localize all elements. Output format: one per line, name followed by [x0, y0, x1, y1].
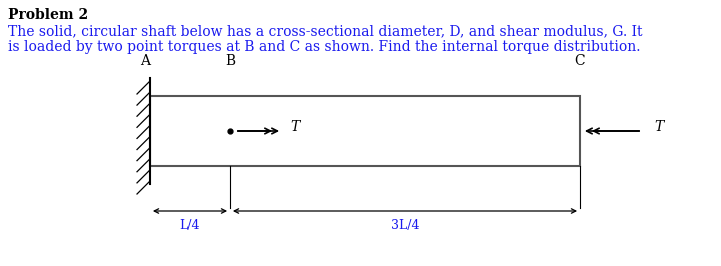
Text: T: T: [290, 120, 299, 134]
Text: 3L/4: 3L/4: [391, 219, 419, 232]
Text: T: T: [654, 120, 663, 134]
Text: Problem 2: Problem 2: [8, 8, 88, 22]
Text: L/4: L/4: [180, 219, 200, 232]
Text: A: A: [140, 54, 150, 68]
Text: is loaded by two point torques at B and C as shown. Find the internal torque dis: is loaded by two point torques at B and …: [8, 40, 640, 54]
Text: C: C: [575, 54, 585, 68]
Bar: [150, 96, 580, 166]
Text: B: B: [225, 54, 235, 68]
Text: The solid, circular shaft below has a cross-sectional diameter, D, and shear mod: The solid, circular shaft below has a cr…: [8, 24, 642, 38]
